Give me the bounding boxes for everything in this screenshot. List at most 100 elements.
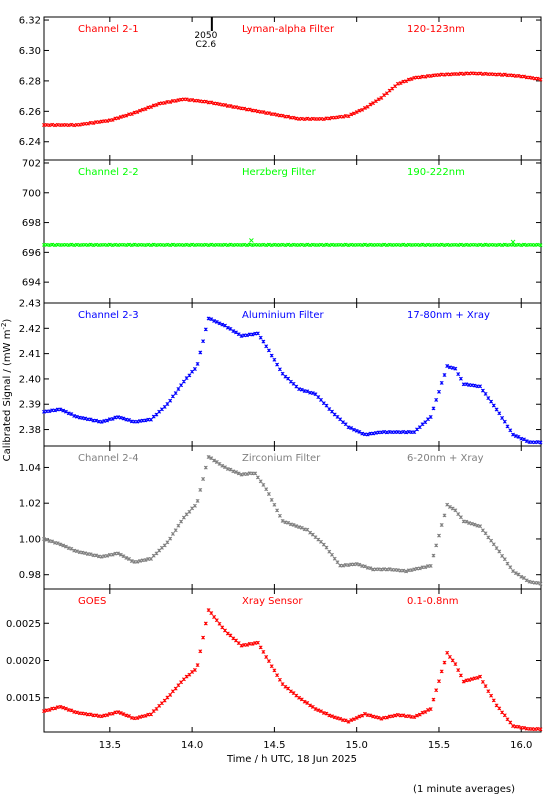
data-point <box>291 522 296 527</box>
data-point <box>502 242 507 247</box>
data-point <box>357 108 362 113</box>
data-point <box>437 243 441 248</box>
data-point <box>439 669 444 674</box>
data-point <box>165 242 170 247</box>
data-point <box>209 317 214 322</box>
data-point <box>357 562 362 567</box>
data-point <box>121 712 126 717</box>
data-point <box>535 242 540 247</box>
data-point <box>362 711 367 716</box>
data-point <box>453 366 458 371</box>
data-point <box>201 339 206 344</box>
data-point <box>453 508 458 513</box>
data-point <box>483 684 488 689</box>
data-point <box>94 713 99 718</box>
data-point <box>132 242 137 247</box>
data-point <box>489 693 494 698</box>
data-point <box>47 243 52 248</box>
data-point <box>69 122 74 127</box>
data-point <box>538 243 543 248</box>
data-point <box>53 408 57 413</box>
data-point <box>362 242 367 247</box>
data-point <box>239 472 244 477</box>
data-point <box>286 376 291 381</box>
panel-filter-label: Zirconium Filter <box>242 453 321 464</box>
panel-channel-label: Channel 2-2 <box>78 167 139 178</box>
data-point <box>447 365 452 370</box>
data-point <box>291 115 296 120</box>
data-point <box>74 549 79 554</box>
data-point <box>346 719 351 724</box>
panel-channel-label: Channel 2-1 <box>78 24 139 35</box>
data-point <box>310 391 315 396</box>
data-point <box>379 243 384 248</box>
data-point <box>165 695 170 700</box>
panel-series <box>42 316 543 445</box>
data-point <box>497 72 502 77</box>
data-point <box>371 431 376 436</box>
panel-filter-label: Herzberg Filter <box>242 167 317 178</box>
data-point <box>516 73 521 78</box>
data-point <box>170 242 175 247</box>
data-point <box>338 417 343 422</box>
data-point <box>390 714 395 719</box>
data-point <box>105 119 110 123</box>
data-point <box>280 113 285 118</box>
data-point <box>94 553 99 558</box>
chart-panels: 6.24 6.26 6.28 6.30 6.32 Channel 2-1 Lyman-alp… <box>6 16 543 733</box>
data-point <box>209 100 214 105</box>
panel-1: 6.24 6.26 6.28 6.30 6.32 Channel 2-1 Lyman-alp… <box>19 16 543 161</box>
data-point <box>288 243 293 248</box>
data-point <box>269 497 274 502</box>
data-point <box>319 709 323 714</box>
data-point <box>195 498 200 503</box>
data-point <box>80 416 85 420</box>
data-point <box>206 316 211 321</box>
data-point <box>486 689 491 694</box>
data-point <box>497 706 502 711</box>
data-point <box>261 110 266 115</box>
y-tick-label: 2.41 <box>19 349 41 360</box>
data-point <box>264 243 269 248</box>
data-point <box>362 564 367 569</box>
data-point <box>275 673 280 678</box>
data-point <box>535 76 540 81</box>
data-point <box>138 715 142 719</box>
data-point <box>124 555 129 560</box>
data-point <box>439 523 444 527</box>
data-point <box>530 76 535 80</box>
data-point <box>187 509 192 514</box>
panel-frame <box>43 159 542 304</box>
data-point <box>162 100 167 105</box>
data-point <box>107 242 112 247</box>
data-point <box>187 243 192 248</box>
data-point <box>376 97 381 102</box>
data-point <box>308 530 313 535</box>
data-point <box>491 542 496 547</box>
data-point <box>245 333 249 338</box>
data-point <box>434 688 439 693</box>
data-point <box>151 242 156 247</box>
data-point <box>165 402 170 406</box>
data-point <box>458 515 463 520</box>
data-point <box>214 460 219 464</box>
data-point <box>332 556 337 561</box>
data-point <box>343 422 348 427</box>
data-point <box>379 716 384 721</box>
data-point <box>500 416 505 420</box>
data-point <box>324 711 329 716</box>
data-point <box>135 419 140 424</box>
data-point <box>341 563 345 568</box>
data-point <box>511 432 515 437</box>
data-point <box>338 716 343 721</box>
data-point <box>69 242 74 247</box>
data-point <box>277 677 282 682</box>
data-point <box>453 662 458 667</box>
data-point <box>491 403 496 408</box>
data-point <box>404 79 409 84</box>
data-point <box>184 376 189 381</box>
data-point <box>121 554 126 559</box>
data-point <box>121 416 126 421</box>
data-point <box>118 552 123 557</box>
data-point <box>264 344 269 349</box>
